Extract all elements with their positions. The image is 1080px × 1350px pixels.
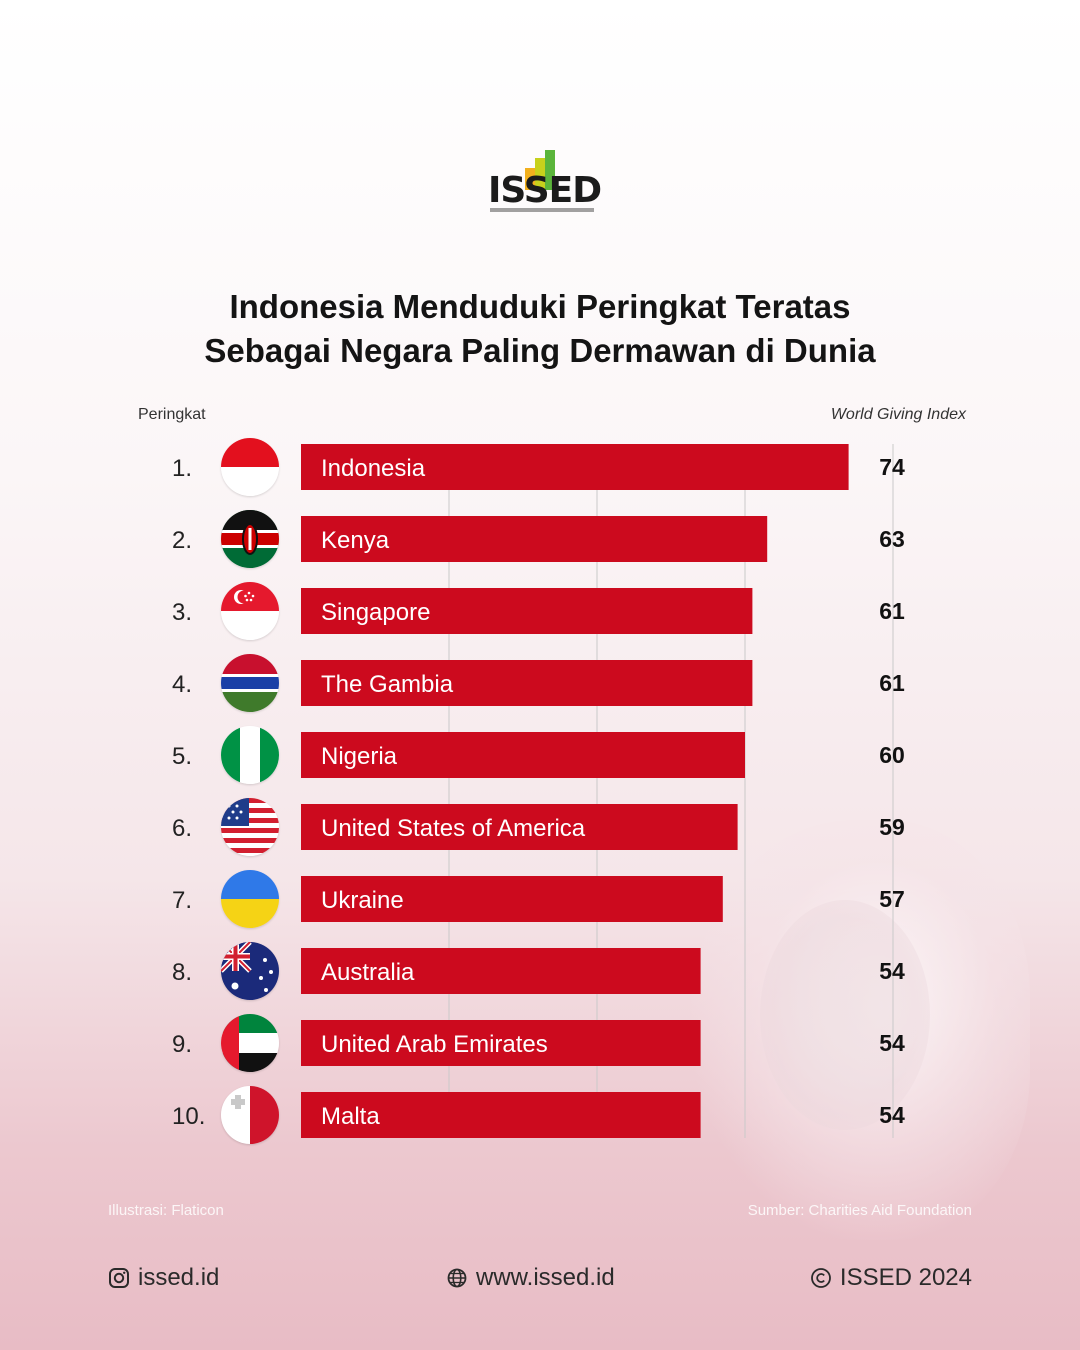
rank-column-header: Peringkat [138, 406, 206, 423]
instagram-link[interactable]: issed.id [108, 1264, 219, 1292]
website-url: www.issed.id [476, 1264, 615, 1291]
category-label: United Arab Emirates [321, 1031, 548, 1058]
singapore-flag-icon [221, 582, 279, 640]
bar [301, 516, 768, 562]
value-label: 61 [879, 598, 905, 624]
category-label: Ukraine [321, 887, 404, 914]
ukraine-flag-icon [221, 870, 279, 928]
rank-label: 10. [172, 1103, 205, 1130]
value-label: 61 [879, 670, 905, 696]
rank-label: 5. [172, 743, 192, 770]
rank-label: 9. [172, 1031, 192, 1058]
title-line-2: Sebagai Negara Paling Dermawan di Dunia [204, 332, 876, 369]
category-label: The Gambia [321, 671, 454, 698]
value-label: 63 [879, 526, 905, 552]
bar [301, 588, 753, 634]
index-column-header: World Giving Index [830, 406, 966, 423]
australia-flag-icon [221, 942, 279, 1000]
value-label: 74 [879, 454, 905, 480]
category-label: Malta [321, 1103, 380, 1130]
rank-label: 1. [172, 455, 192, 482]
logo-tagline [490, 208, 594, 212]
rank-label: 8. [172, 959, 192, 986]
bar [301, 948, 701, 994]
instagram-handle: issed.id [138, 1264, 220, 1291]
category-label: Nigeria [321, 743, 398, 770]
copyright: ISSED 2024 [810, 1264, 972, 1292]
value-label: 60 [879, 742, 905, 768]
bar [301, 732, 745, 778]
website-link[interactable]: www.issed.id [446, 1264, 615, 1292]
category-label: United States of America [321, 815, 586, 842]
page-title: Indonesia Menduduki Peringkat Teratas Se… [0, 285, 1080, 373]
logo-bar [525, 168, 535, 190]
hands-illustration-inner [760, 900, 930, 1130]
logo-text: ISSED [488, 170, 602, 211]
bar [301, 444, 849, 490]
bar [301, 1092, 701, 1138]
illustration-credit: Illustrasi: Flaticon [108, 1202, 224, 1219]
copyright-icon [810, 1267, 832, 1289]
rank-label: 4. [172, 671, 192, 698]
bar [301, 804, 738, 850]
kenya-flag-icon [221, 510, 279, 568]
malta-flag-icon [221, 1086, 279, 1144]
instagram-icon [108, 1267, 130, 1289]
bar [301, 660, 753, 706]
issed-logo: ISSED [488, 150, 602, 220]
usa-flag-icon [221, 798, 279, 856]
title-line-1: Indonesia Menduduki Peringkat Teratas [229, 288, 851, 325]
category-label: Singapore [321, 599, 430, 626]
indonesia-flag-icon [221, 438, 279, 496]
gambia-flag-icon [221, 654, 279, 712]
source-credit: Sumber: Charities Aid Foundation [747, 1202, 972, 1219]
category-label: Kenya [321, 527, 390, 554]
rank-label: 3. [172, 599, 192, 626]
bar [301, 876, 723, 922]
rank-label: 6. [172, 815, 192, 842]
globe-icon [446, 1267, 468, 1289]
category-label: Australia [321, 959, 415, 986]
copyright-text: ISSED 2024 [839, 1264, 972, 1291]
nigeria-flag-icon [221, 726, 279, 784]
logo-bar [535, 158, 545, 190]
bar [301, 1020, 701, 1066]
category-label: Indonesia [321, 455, 426, 482]
rank-label: 2. [172, 527, 192, 554]
rank-label: 7. [172, 887, 192, 914]
logo-bar [545, 150, 555, 190]
uae-flag-icon [221, 1014, 279, 1072]
